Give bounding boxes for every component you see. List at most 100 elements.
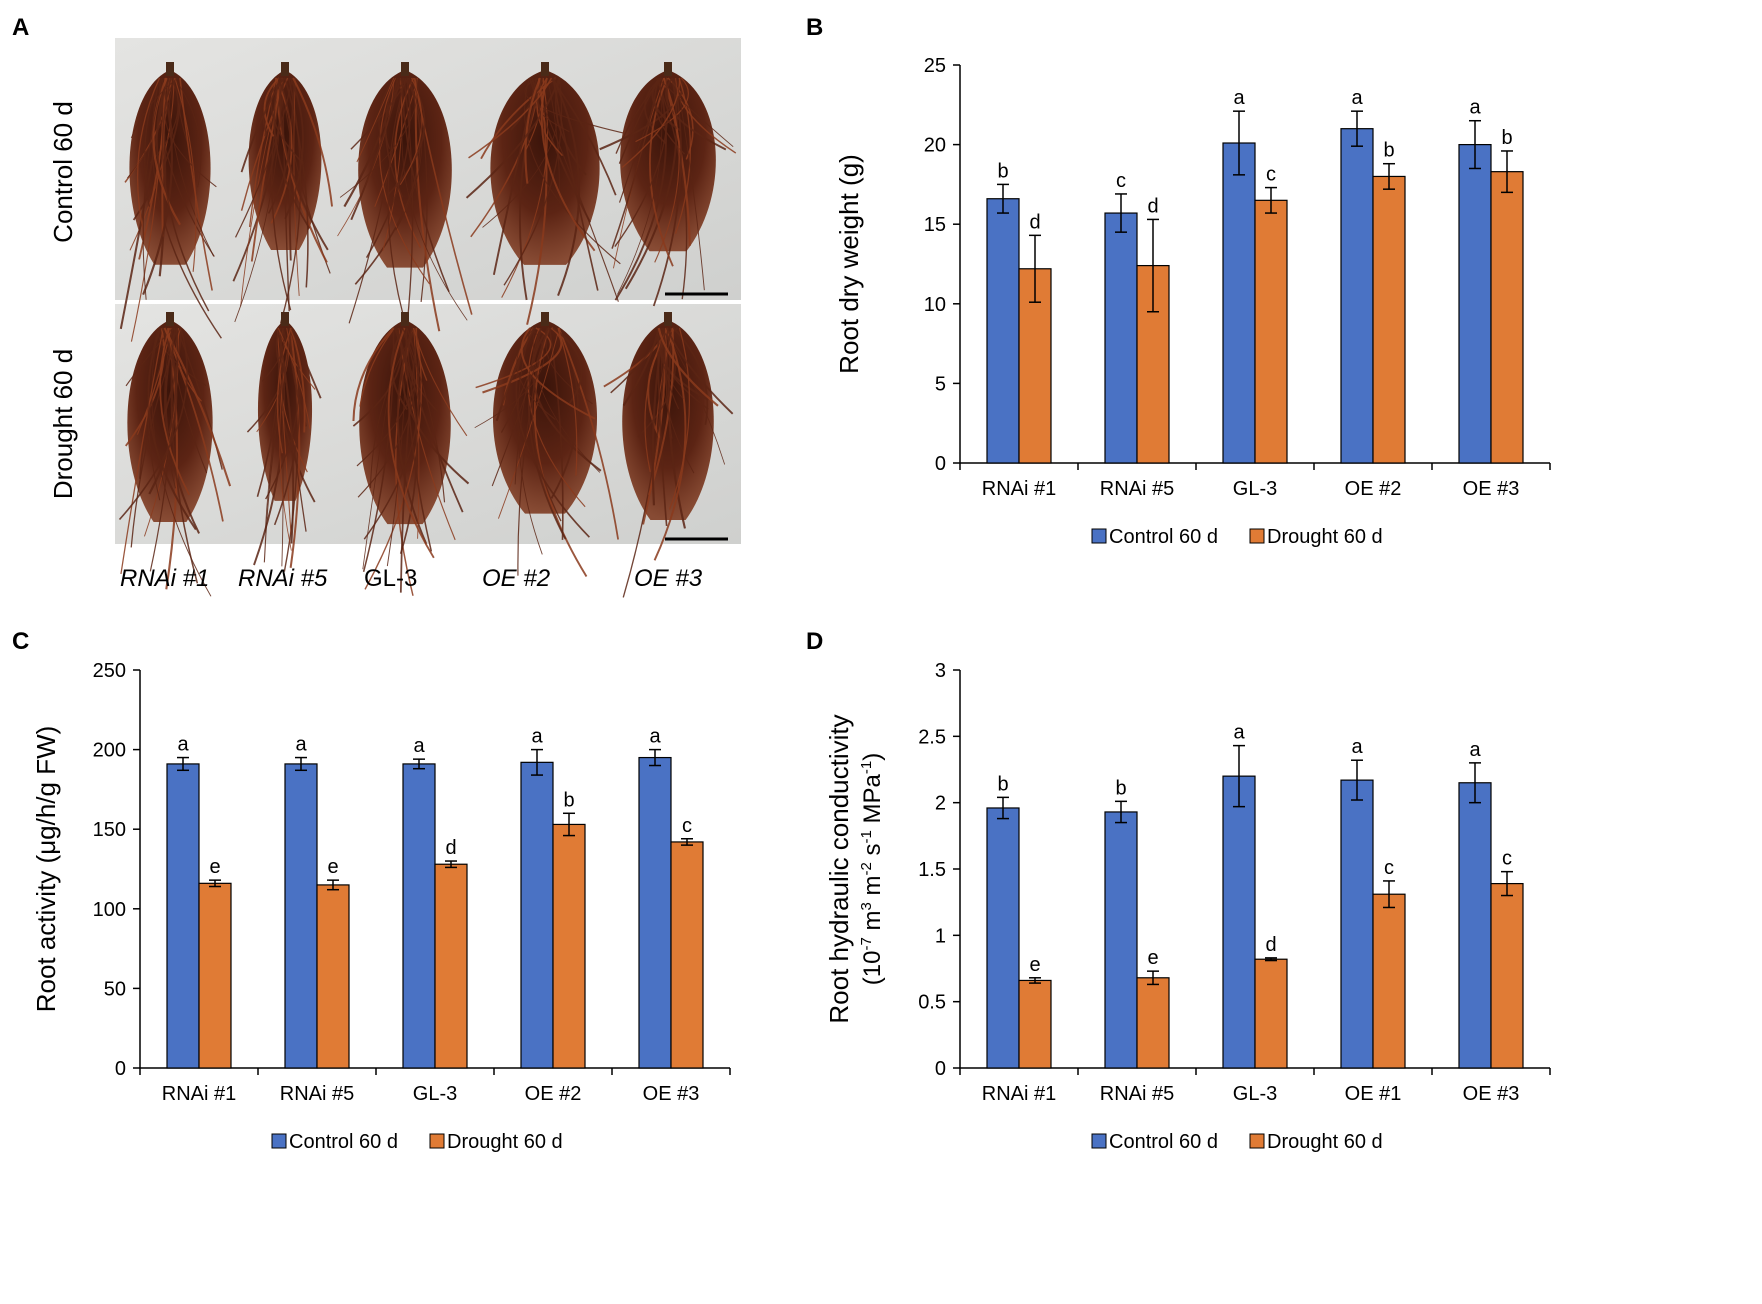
bar-control (986, 807, 1020, 1069)
root-strand (277, 327, 311, 429)
bar-control (402, 763, 436, 1069)
root-strand (357, 327, 416, 498)
significance-letter: b (1383, 140, 1394, 162)
root-systems (118, 62, 737, 598)
y-axis-label: Root dry weight (g) (834, 154, 864, 374)
root-strand (352, 327, 395, 421)
root-mass (127, 320, 213, 522)
root-strand (532, 327, 601, 473)
significance-letter: e (1029, 954, 1040, 976)
y-label-superscript: 3 (858, 902, 875, 910)
root-strand (393, 327, 418, 554)
bar-control (1104, 811, 1138, 1069)
root-strand (523, 77, 621, 265)
root-strand (657, 77, 734, 148)
root-strand (292, 77, 333, 207)
root-strand (119, 77, 168, 330)
root-strand (267, 77, 291, 214)
root-strand (161, 77, 210, 312)
significance-letter: b (997, 160, 1008, 182)
root-strand (343, 77, 400, 208)
root-strand (263, 327, 293, 563)
bar-drought (1254, 958, 1288, 1069)
legend-swatch-drought (1249, 528, 1265, 544)
root-stem (401, 62, 409, 76)
root-strand (403, 77, 414, 324)
root-strand (136, 327, 172, 435)
root-photo-panel: Control 60 d Drought 60 d RNAi #1 RNAi #… (48, 38, 741, 598)
x-tick-label: GL-3 (1233, 1083, 1277, 1105)
root-stem (541, 62, 549, 76)
y-tick-label: 0 (935, 1058, 946, 1080)
panel-letter-b: B (806, 14, 824, 41)
root-strand (546, 77, 560, 205)
root-strand (125, 327, 165, 447)
root-strand (276, 327, 292, 535)
root-strand (261, 327, 285, 382)
root-strand (142, 77, 174, 296)
bar-drought (670, 841, 704, 1069)
root-strand (263, 77, 280, 137)
root-strand (518, 77, 544, 301)
root-strand (151, 77, 222, 339)
root-strand (653, 327, 687, 561)
significance-letter: c (682, 815, 692, 837)
x-tick-label: OE #2 (525, 1083, 582, 1105)
root-stem (401, 312, 409, 326)
root-strand (517, 327, 543, 555)
root-strand (540, 77, 596, 252)
root-strand (548, 327, 564, 540)
y-label-text: m (859, 911, 886, 938)
root-stem (281, 62, 289, 76)
y-label-superscript: -2 (858, 862, 875, 875)
root-stem (664, 62, 672, 76)
bar-control (1340, 779, 1374, 1069)
root-strand (240, 77, 284, 173)
root-strand (531, 327, 562, 522)
root-strand (264, 327, 293, 532)
bar-drought (434, 863, 468, 1069)
legend-swatch-control (1091, 528, 1107, 544)
root-strand (148, 327, 178, 495)
y-tick-label: 100 (93, 899, 126, 921)
root-strand (248, 77, 277, 228)
root-strand (622, 327, 660, 407)
bar-control (520, 761, 554, 1069)
y-axis-label-line1: Root hydraulic conductivity (824, 714, 854, 1023)
legend-label-control: Control 60 d (1109, 526, 1218, 548)
root-strand (362, 327, 395, 573)
y-label-text: (10 (859, 951, 886, 986)
significance-letter: e (209, 856, 220, 878)
y-tick-label: 2 (935, 793, 946, 815)
bar-drought (1254, 199, 1288, 464)
x-tick-label: GL-3 (413, 1083, 457, 1105)
root-strand (120, 327, 164, 575)
y-tick-label: 150 (93, 819, 126, 841)
root-strand (651, 327, 665, 506)
significance-letter: d (1265, 934, 1276, 956)
root-strand (127, 77, 175, 179)
root-strand (265, 327, 300, 500)
significance-letter: b (563, 789, 574, 811)
root-strand (174, 77, 202, 188)
root-strand (234, 77, 293, 238)
root-strand (387, 77, 410, 336)
root-strand (651, 77, 682, 132)
root-strand (415, 327, 428, 381)
root-strand (614, 77, 669, 247)
root-strand (503, 77, 563, 286)
y-tick-label: 5 (935, 373, 946, 395)
root-strand (365, 77, 411, 259)
root-stem (281, 312, 289, 326)
significance-letter: d (1029, 211, 1040, 233)
root-strand (495, 327, 536, 422)
bar-drought (1372, 893, 1406, 1069)
root-strand (179, 77, 213, 291)
significance-letter: c (1116, 170, 1126, 192)
y-label-superscript: -1 (858, 761, 875, 774)
bar-control (1340, 128, 1374, 464)
root-strand (665, 327, 734, 415)
root-strand (363, 327, 420, 540)
bar-drought (1372, 175, 1406, 464)
root-strand (557, 327, 620, 540)
